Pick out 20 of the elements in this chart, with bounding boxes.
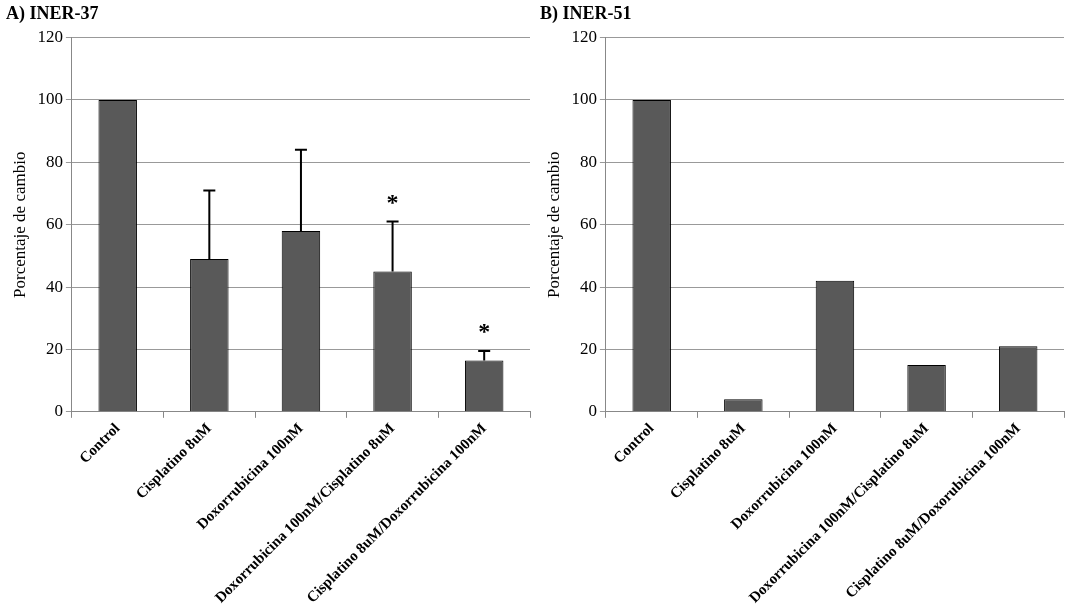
annotation: *	[478, 318, 491, 345]
annotation: *	[386, 188, 399, 215]
y-tick-label: 20	[45, 338, 63, 358]
y-tick-label: 40	[579, 276, 597, 296]
y-axis-title: Porcentaje de cambio	[9, 151, 29, 298]
y-tick-label: 120	[571, 27, 597, 47]
y-tick-label: 100	[37, 89, 63, 109]
y-tick-label: 80	[579, 151, 597, 171]
chart-title: A) INER-37	[6, 3, 99, 25]
y-tick-label: 120	[37, 27, 63, 47]
y-tick-label: 100	[571, 89, 597, 109]
chart-title: B) INER-51	[540, 3, 632, 25]
y-tick-label: 60	[579, 214, 597, 234]
y-tick-label: 0	[588, 401, 597, 421]
y-tick-label: 80	[45, 151, 63, 171]
y-tick-label: 60	[45, 214, 63, 234]
y-tick-label: 20	[579, 338, 597, 358]
y-axis-title: Porcentaje de cambio	[543, 151, 563, 298]
y-tick-label: 0	[54, 401, 63, 421]
y-tick-label: 40	[45, 276, 63, 296]
